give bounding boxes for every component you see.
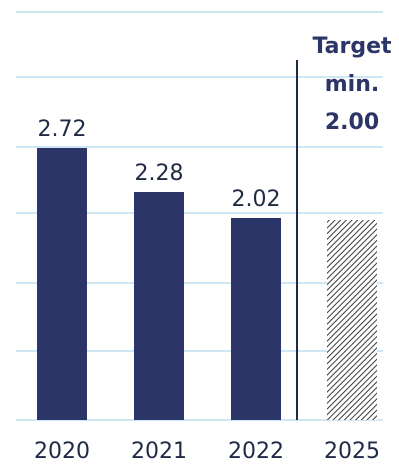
target-label-line2: min. [325, 72, 379, 97]
bar-2020 [37, 148, 87, 420]
target-value-label: 2.00 [325, 110, 379, 135]
value-label-2022: 2.02 [232, 187, 281, 212]
value-labels: 2.72 2.28 2.02 [38, 117, 281, 212]
x-axis-tick-labels: 2020 2021 2022 2025 [34, 439, 380, 464]
x-tick-2020: 2020 [34, 439, 90, 464]
x-tick-2021: 2021 [131, 439, 187, 464]
value-label-2020: 2.72 [38, 117, 87, 142]
bar-target-2025 [327, 220, 377, 420]
bar-2021 [134, 192, 184, 420]
x-tick-2022: 2022 [228, 439, 284, 464]
target-annotation: Target min. 2.00 [296, 34, 392, 420]
target-label-line1: Target [312, 34, 392, 59]
x-tick-2025: 2025 [324, 439, 380, 464]
value-label-2021: 2.28 [135, 161, 184, 186]
bar-2022 [231, 218, 281, 420]
bars [37, 148, 377, 420]
